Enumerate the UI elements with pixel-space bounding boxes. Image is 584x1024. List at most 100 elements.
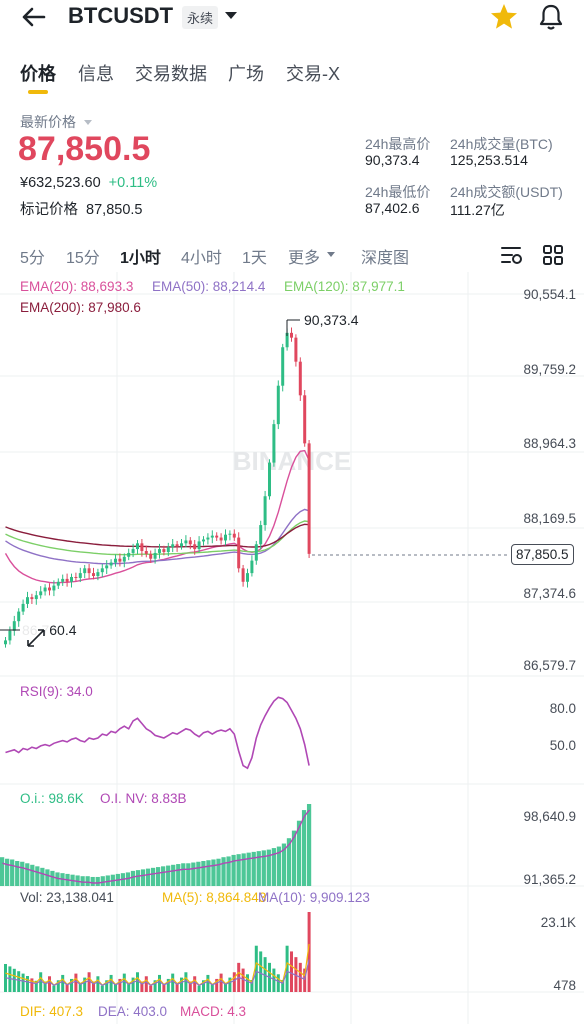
high-label: 24h最高价 [365, 136, 431, 152]
latest-price-label-row[interactable]: 最新价格 [20, 112, 93, 132]
timeframe-more[interactable]: 更多 [288, 250, 321, 267]
timeframe-depth[interactable]: 深度图 [361, 250, 410, 267]
candle-body [158, 549, 161, 553]
price-change: +0.11% [108, 175, 158, 191]
dropdown-caret-icon[interactable] [224, 11, 238, 21]
oi-bar [301, 810, 307, 886]
volume-bar [166, 978, 170, 992]
rsi-tick-80: 80.0 [549, 701, 576, 716]
volume-ma10-legend: MA(10): 9,909.123 [258, 890, 370, 905]
tab-info[interactable]: 信息 [78, 64, 114, 84]
back-arrow-icon[interactable] [20, 6, 46, 28]
oi-bar [161, 866, 166, 886]
bell-icon[interactable] [538, 3, 564, 31]
macd-dea-value: 403.0 [133, 1004, 168, 1019]
oi-bar [100, 876, 105, 886]
expand-icon[interactable] [27, 629, 45, 647]
ema50-name: EMA(50) [152, 279, 206, 294]
volume-label: Vol: [20, 890, 43, 905]
volume-bar [96, 976, 100, 992]
volume-ma10-line [5, 959, 310, 986]
oi-bar [206, 860, 211, 886]
timeframe-5m[interactable]: 5分 [20, 250, 45, 267]
candle-body [105, 565, 109, 569]
candle-body [74, 576, 78, 578]
oi-bar [296, 820, 302, 886]
kline-chart[interactable]: BINANCE 90,373.4 86,760.4 [0, 272, 584, 1024]
volume-bar [175, 982, 179, 992]
volume-bar [193, 976, 197, 992]
rsi-label: RSI(9): [20, 684, 63, 699]
volume-bar [250, 980, 254, 992]
oi-bar [241, 853, 246, 886]
oi-bar [261, 850, 266, 886]
volume-bar [105, 980, 109, 992]
volume-ma5-value: 8,864.843 [206, 890, 267, 905]
candle-body [65, 578, 69, 582]
candle-body [100, 568, 104, 573]
volume-bar [100, 985, 104, 992]
ema20-value: 88,693.3 [80, 279, 134, 294]
candle-body [127, 552, 131, 557]
rsi-value: 34.0 [66, 684, 93, 699]
volume-ma5-label: MA(5): [162, 890, 203, 905]
candle-body [83, 568, 87, 574]
volume-bar [259, 951, 263, 992]
rsi-tick-50: 50.0 [549, 738, 576, 753]
volume-bar [74, 973, 78, 992]
volume-bars [4, 912, 311, 992]
candle-body [8, 630, 12, 641]
tab-trading-data[interactable]: 交易数据 [135, 64, 207, 84]
last-price: 87,850.5 [18, 130, 151, 168]
candle-body [118, 558, 122, 562]
y-tick-2: 89,759.2 [523, 362, 576, 377]
macd-dea-legend: DEA: 403.0 [98, 1004, 167, 1019]
timeframe-1h[interactable]: 1小时 [120, 250, 161, 267]
candle-body [175, 544, 179, 547]
tab-trade-x[interactable]: 交易-X [286, 64, 340, 84]
candle-body [140, 543, 144, 552]
low-value: 87,402.6 [365, 200, 420, 216]
oi-bar [150, 867, 156, 886]
candle-body [206, 537, 210, 540]
volume-bar [215, 978, 219, 992]
volume-bar [127, 982, 131, 992]
oi-bar [266, 849, 271, 886]
oi-bar [276, 846, 282, 886]
high-marker-label: 90,373.4 [304, 312, 359, 328]
tab-price[interactable]: 价格 [20, 64, 56, 84]
volume-btc-value: 125,253.514 [450, 152, 528, 168]
volume-bar [180, 977, 183, 992]
candle-body [254, 544, 258, 561]
indicator-settings-icon[interactable] [500, 244, 524, 266]
volume-bar [307, 912, 311, 992]
oi-bar [251, 851, 256, 886]
tab-square[interactable]: 广场 [228, 64, 264, 84]
candle-body [131, 549, 135, 553]
layout-grid-icon[interactable] [543, 245, 563, 265]
ema50-value: 88,214.4 [212, 279, 266, 294]
top-bar: BTCUSDT 永续 [0, 0, 584, 36]
volume-bar [136, 972, 139, 992]
volume-usdt-value: 111.27亿 [450, 202, 505, 218]
oi-legend: O.i.: 98.6K [20, 791, 84, 806]
volume-bar [224, 982, 227, 992]
candle-body [96, 572, 100, 577]
candle-body [48, 587, 51, 591]
candle-body [39, 591, 43, 596]
timeframe-15m[interactable]: 15分 [66, 250, 100, 267]
star-icon[interactable] [490, 3, 518, 30]
timeframe-4h[interactable]: 4小时 [181, 250, 222, 267]
volume-bar [65, 984, 69, 992]
symbol-title[interactable]: BTCUSDT [68, 3, 174, 28]
timeframe-1d[interactable]: 1天 [242, 250, 267, 267]
volume-bar [232, 972, 236, 992]
price-cny: ¥632,523.60 [20, 175, 101, 191]
oi-bar [105, 875, 110, 886]
oi-bar [291, 830, 297, 886]
volume-bar [241, 968, 245, 992]
ema-line [5, 520, 310, 556]
oi-bar [90, 876, 95, 886]
candle-body [294, 337, 298, 362]
macd-dif-value: 407.3 [49, 1004, 84, 1019]
